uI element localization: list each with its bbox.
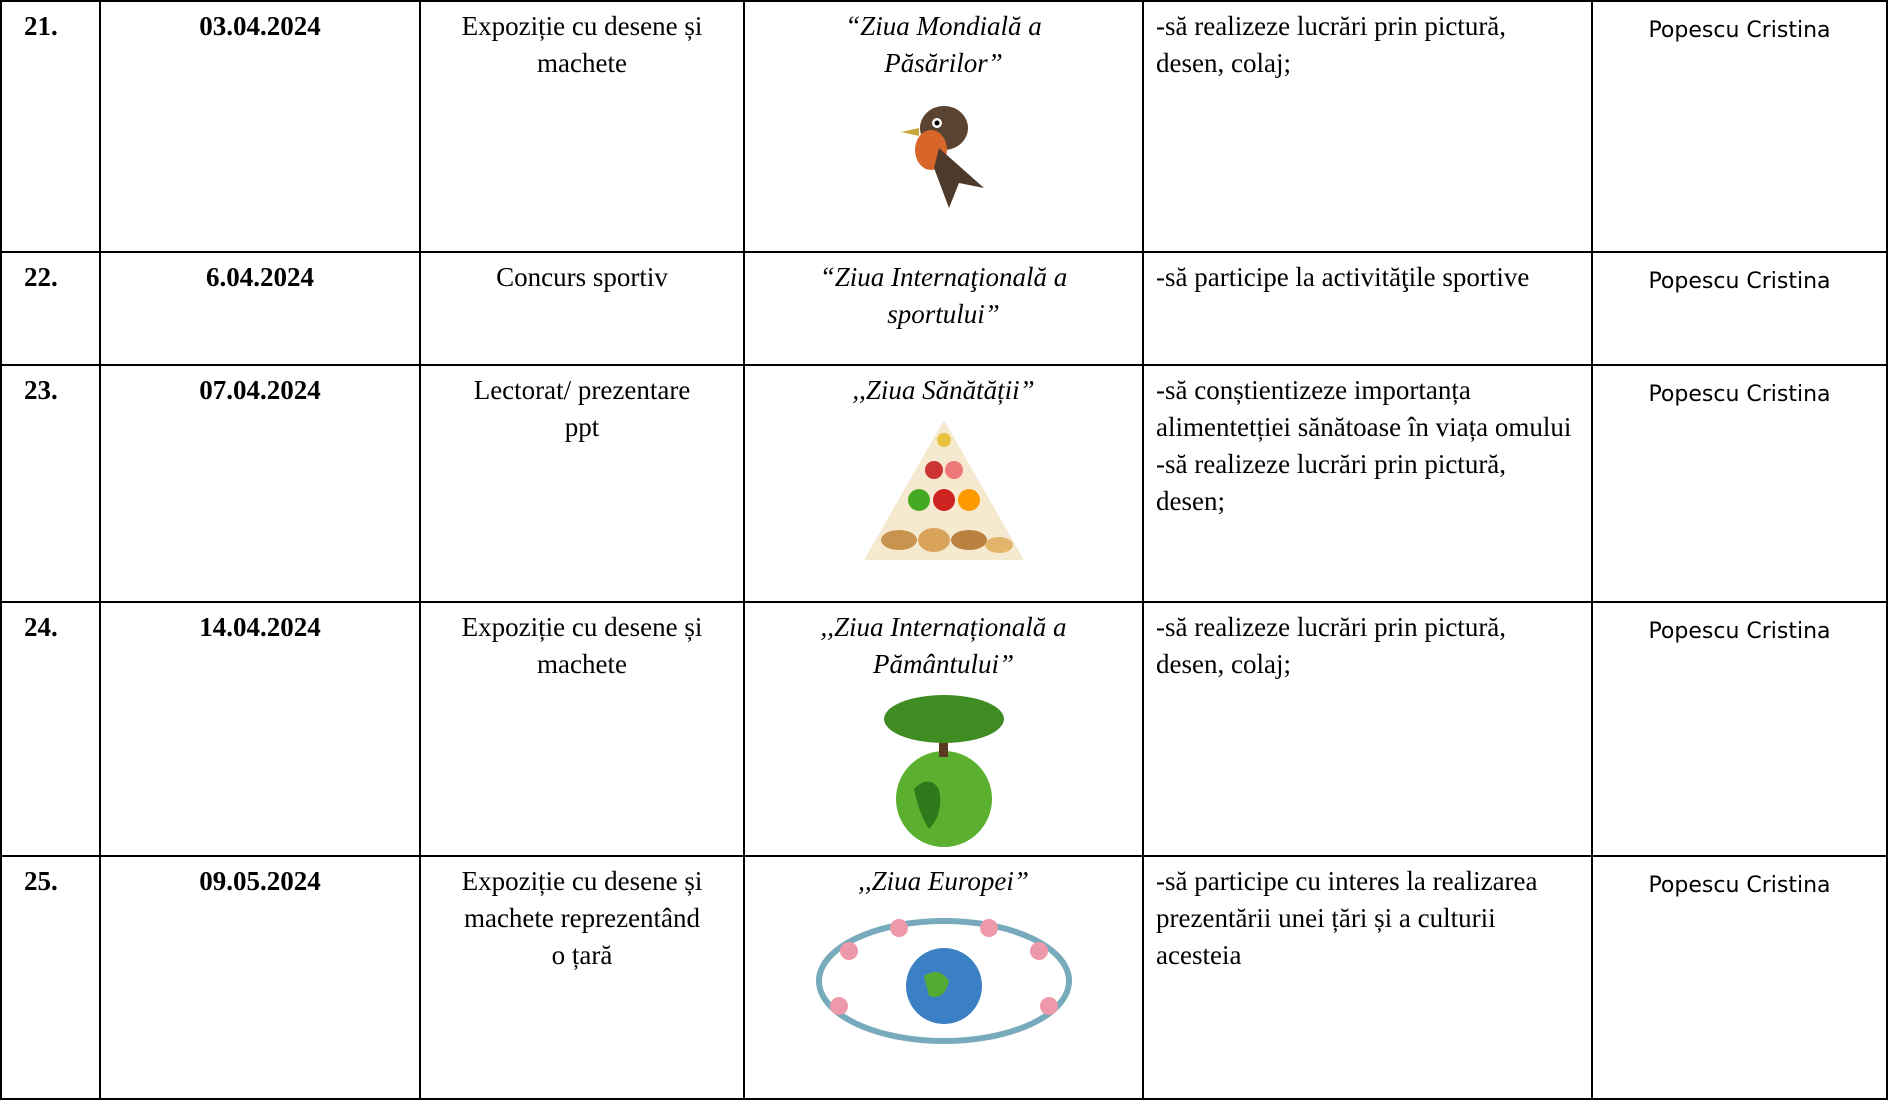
date: 14.04.2024 [199, 612, 321, 642]
illustration [785, 88, 1102, 208]
table-cell: 24. [0, 603, 101, 857]
table-cell: Popescu Cristina [1593, 857, 1888, 1100]
activity-type: Expoziție cu desene și machete reprezent… [461, 866, 703, 970]
row-number: 25. [24, 866, 58, 896]
table-cell: -să conștientizeze importanța alimentetț… [1144, 366, 1593, 603]
table-cell: Expoziție cu desene și machete [421, 603, 745, 857]
table-cell: Expoziție cu desene și machete [421, 0, 745, 253]
activity-title: “Ziua Mondială a Păsărilor” [845, 11, 1042, 78]
objective: -să participe cu interes la realizarea p… [1156, 866, 1538, 970]
row-number: 22. [24, 262, 58, 292]
table-cell: 23. [0, 366, 101, 603]
table-cell: Concurs sportiv [421, 253, 745, 366]
activity-type: Expoziție cu desene și machete [461, 612, 703, 679]
table-cell: Lectorat/ prezentare ppt [421, 366, 745, 603]
date: 03.04.2024 [199, 11, 321, 41]
table-cell: 03.04.2024 [101, 0, 421, 253]
illustration [785, 689, 1102, 849]
date: 09.05.2024 [199, 866, 321, 896]
table-cell: 07.04.2024 [101, 366, 421, 603]
objective: -să conștientizeze importanța alimentetț… [1156, 375, 1572, 442]
table-cell: ,,Ziua Internațională a Pământului” [745, 603, 1144, 857]
objective: -să participe la activităţile sportive [1156, 262, 1530, 292]
activity-title: ,,Ziua Europei” [858, 866, 1029, 896]
table-cell: -să realizeze lucrări prin pictură, dese… [1144, 603, 1593, 857]
table-cell: -să realizeze lucrări prin pictură, dese… [1144, 0, 1593, 253]
table-cell: Expoziție cu desene și machete reprezent… [421, 857, 745, 1100]
table-cell: Popescu Cristina [1593, 366, 1888, 603]
row-number: 24. [24, 612, 58, 642]
table-cell: 22. [0, 253, 101, 366]
teacher: Popescu Cristina [1648, 18, 1831, 43]
activity-title: ,,Ziua Sănătății” [852, 375, 1035, 405]
teacher: Popescu Cristina [1648, 873, 1831, 898]
table-cell: -să participe la activităţile sportive [1144, 253, 1593, 366]
activity-title: “Ziua Internaţională a sportului” [819, 262, 1068, 329]
activity-type: Expoziție cu desene și machete [461, 11, 703, 78]
table-cell: 25. [0, 857, 101, 1100]
table-cell: “Ziua Internaţională a sportului” [745, 253, 1144, 366]
teacher: Popescu Cristina [1648, 269, 1831, 294]
table-cell: Popescu Cristina [1593, 253, 1888, 366]
objective: -să realizeze lucrări prin pictură, dese… [1156, 449, 1507, 516]
table-cell: ,,Ziua Europei” [745, 857, 1144, 1100]
table-cell: Popescu Cristina [1593, 0, 1888, 253]
activity-type: Concurs sportiv [496, 262, 668, 292]
table-cell: Popescu Cristina [1593, 603, 1888, 857]
table-cell: 09.05.2024 [101, 857, 421, 1100]
table-cell: 14.04.2024 [101, 603, 421, 857]
table-cell: 21. [0, 0, 101, 253]
date: 07.04.2024 [199, 375, 321, 405]
illustration [785, 415, 1102, 565]
activity-type: Lectorat/ prezentare ppt [473, 375, 691, 442]
objective: -să realizeze lucrări prin pictură, dese… [1156, 612, 1507, 679]
row-number: 23. [24, 375, 58, 405]
activity-title: ,,Ziua Internațională a Pământului” [820, 612, 1067, 679]
table-cell: “Ziua Mondială a Păsărilor” [745, 0, 1144, 253]
teacher: Popescu Cristina [1648, 382, 1831, 407]
objective: -să realizeze lucrări prin pictură, dese… [1156, 11, 1507, 78]
row-number: 21. [24, 11, 58, 41]
table-cell: -să participe cu interes la realizarea p… [1144, 857, 1593, 1100]
date: 6.04.2024 [206, 262, 314, 292]
teacher: Popescu Cristina [1648, 619, 1831, 644]
illustration [785, 906, 1102, 1046]
table-cell: 6.04.2024 [101, 253, 421, 366]
table-cell: ,,Ziua Sănătății” [745, 366, 1144, 603]
